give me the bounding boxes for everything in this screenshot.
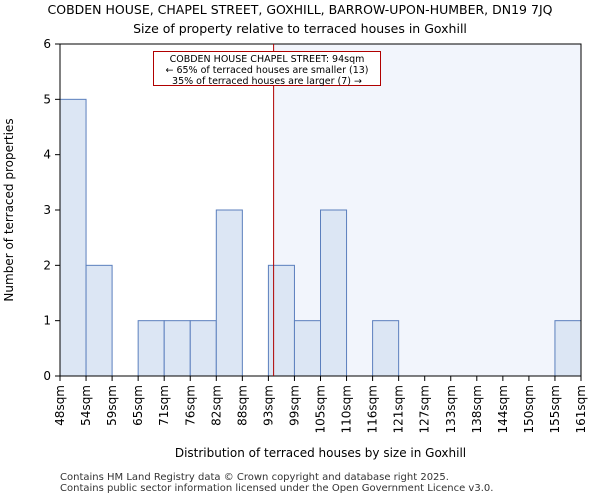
annotation-line-1: COBDEN HOUSE CHAPEL STREET: 94sqm xyxy=(169,54,365,65)
bar xyxy=(293,320,322,377)
x-tick-label: 48sqm xyxy=(53,385,67,426)
bar xyxy=(137,320,165,377)
x-tick-label: 93sqm xyxy=(261,385,275,426)
y-tick-label: 4 xyxy=(43,148,51,162)
footer-line-1: Contains HM Land Registry data © Crown c… xyxy=(60,472,449,483)
y-tick-label: 3 xyxy=(43,203,51,217)
annotation-line-3: 35% of terraced houses are larger (7) → xyxy=(172,76,362,87)
bar xyxy=(59,98,87,377)
bar xyxy=(372,320,400,377)
y-tick-label: 0 xyxy=(43,369,51,383)
x-tick-label: 116sqm xyxy=(366,385,380,433)
y-tick-label: 2 xyxy=(43,258,51,272)
x-tick-label: 144sqm xyxy=(496,385,510,433)
x-tick-label: 127sqm xyxy=(418,385,432,433)
x-tick-label: 138sqm xyxy=(470,385,484,433)
y-tick-label: 1 xyxy=(43,314,51,328)
x-tick-label: 82sqm xyxy=(209,385,223,426)
x-tick-label: 71sqm xyxy=(157,385,171,426)
x-tick-label: 155sqm xyxy=(548,385,562,433)
footer-line-2: Contains public sector information licen… xyxy=(60,483,494,494)
bar xyxy=(267,264,295,377)
bar xyxy=(189,320,217,377)
bar xyxy=(163,320,191,377)
bar xyxy=(85,264,113,377)
annotation-line-2: ← 65% of terraced houses are smaller (13… xyxy=(165,65,369,76)
chart-subtitle: Size of property relative to terraced ho… xyxy=(133,21,467,36)
x-tick-label: 121sqm xyxy=(392,385,406,433)
x-tick-label: 110sqm xyxy=(340,385,354,433)
chart-title: COBDEN HOUSE, CHAPEL STREET, GOXHILL, BA… xyxy=(47,2,553,17)
x-tick-label: 76sqm xyxy=(183,385,197,426)
x-tick-label: 99sqm xyxy=(287,385,301,426)
y-axis-label: Number of terraced properties xyxy=(2,118,16,301)
property-annotation: COBDEN HOUSE CHAPEL STREET: 94sqm ← 65% … xyxy=(153,51,381,87)
x-tick-label: 59sqm xyxy=(105,385,119,426)
x-axis-label: Distribution of terraced houses by size … xyxy=(175,446,466,460)
x-tick-label: 65sqm xyxy=(131,385,145,426)
x-tick-label: 161sqm xyxy=(574,385,588,433)
x-tick-label: 133sqm xyxy=(444,385,458,433)
x-tick-label: 150sqm xyxy=(522,385,536,433)
x-tick-label: 88sqm xyxy=(235,385,249,426)
bar xyxy=(554,320,582,377)
y-tick-label: 6 xyxy=(43,37,51,51)
y-tick-label: 5 xyxy=(43,92,51,106)
bar xyxy=(215,209,243,377)
x-tick-label: 105sqm xyxy=(314,385,328,433)
bar xyxy=(320,209,348,377)
x-tick-label: 54sqm xyxy=(79,385,93,426)
